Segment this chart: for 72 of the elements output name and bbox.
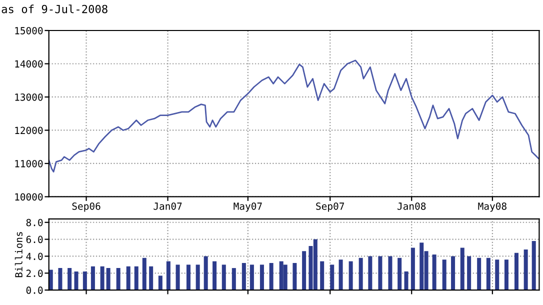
bar bbox=[90, 266, 95, 290]
bar bbox=[106, 268, 110, 290]
bar bbox=[212, 261, 217, 290]
bar bbox=[410, 248, 415, 290]
bar bbox=[279, 261, 284, 290]
bar bbox=[58, 268, 62, 290]
bar bbox=[74, 271, 78, 290]
bar bbox=[404, 271, 408, 290]
bar bbox=[82, 271, 87, 290]
x-tick-label: Sep06 bbox=[72, 202, 100, 212]
y-tick-label: 0.0 bbox=[26, 286, 43, 294]
x-tick-label: Jan07 bbox=[154, 202, 182, 210]
x-tick-label: Jan08 bbox=[397, 202, 426, 210]
bar bbox=[467, 256, 472, 290]
bar bbox=[442, 260, 446, 290]
bar bbox=[232, 268, 236, 290]
y-tick-label: 4.0 bbox=[26, 252, 43, 260]
bar bbox=[368, 256, 372, 290]
bar bbox=[186, 264, 190, 290]
bar bbox=[126, 266, 130, 290]
x-tick-label: May08 bbox=[478, 202, 506, 212]
bar bbox=[166, 261, 170, 290]
bar bbox=[292, 262, 297, 290]
bar bbox=[176, 264, 180, 290]
bar bbox=[269, 262, 274, 290]
bar bbox=[116, 268, 120, 290]
y-tick-label: 2.0 bbox=[26, 270, 43, 277]
bar bbox=[142, 258, 146, 290]
bar bbox=[358, 258, 363, 290]
bar bbox=[524, 249, 528, 290]
bar bbox=[330, 264, 334, 290]
bar bbox=[222, 264, 226, 290]
bar bbox=[134, 266, 138, 290]
x-tick-label: May07 bbox=[234, 202, 262, 212]
y-tick-label: 6.0 bbox=[26, 236, 43, 244]
y-axis-title: Billions bbox=[14, 232, 22, 278]
bar bbox=[486, 258, 490, 290]
bar bbox=[532, 240, 536, 290]
bar bbox=[196, 264, 200, 290]
bar bbox=[378, 256, 382, 290]
bar bbox=[158, 276, 162, 290]
line-series bbox=[48, 60, 540, 172]
bar bbox=[100, 266, 104, 290]
y-tick-label: 14000 bbox=[15, 60, 43, 68]
bar bbox=[495, 260, 500, 290]
y-tick-label: 12000 bbox=[15, 126, 43, 134]
bar bbox=[302, 251, 306, 290]
bar bbox=[320, 261, 324, 290]
bar bbox=[514, 252, 518, 290]
bar bbox=[242, 262, 246, 290]
y-tick-label: 8.0 bbox=[26, 218, 43, 226]
bar bbox=[250, 264, 254, 290]
bar bbox=[283, 264, 288, 290]
x-tick-label: Sep07 bbox=[316, 202, 344, 212]
bar bbox=[504, 260, 508, 290]
y-tick-label: 10000 bbox=[15, 193, 43, 201]
y-tick-label: 11000 bbox=[15, 160, 43, 168]
bar bbox=[477, 258, 482, 290]
bar bbox=[338, 260, 343, 290]
bar bbox=[388, 256, 392, 290]
bar bbox=[348, 261, 353, 290]
bar bbox=[460, 248, 464, 290]
chart-subtitle: as of 9-Jul-2008 bbox=[2, 4, 108, 14]
y-tick-label: 15000 bbox=[15, 27, 43, 34]
bar bbox=[432, 254, 436, 290]
bar bbox=[260, 264, 264, 290]
y-tick-label: 13000 bbox=[15, 93, 43, 101]
bar bbox=[149, 266, 154, 290]
bar bbox=[398, 258, 402, 290]
bar bbox=[68, 268, 72, 290]
bar bbox=[451, 256, 456, 290]
bar bbox=[204, 256, 208, 290]
